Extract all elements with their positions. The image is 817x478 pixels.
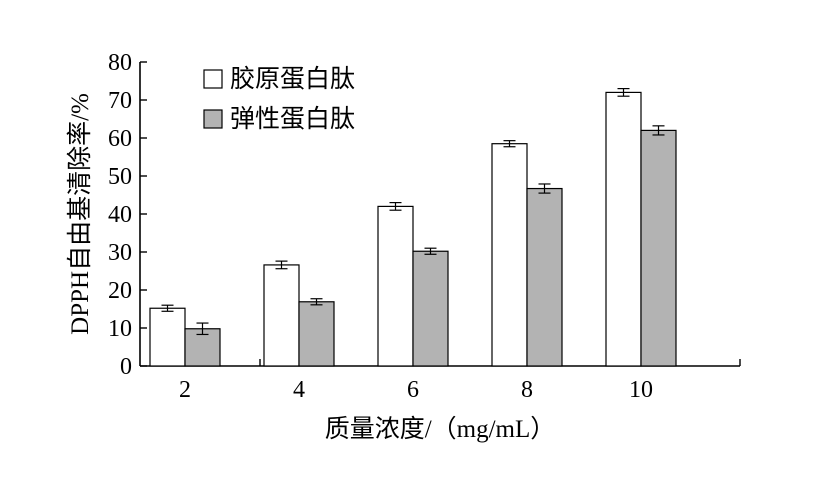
- bar: [640, 129, 677, 367]
- bar: [377, 205, 414, 367]
- y-tick-label: 60: [108, 126, 132, 152]
- bar: [526, 187, 563, 367]
- x-tick-label: 6: [407, 377, 419, 403]
- x-tick-label: 10: [629, 377, 653, 403]
- legend-swatch: [203, 109, 223, 129]
- error-bars: [161, 87, 665, 336]
- x-tick-label: 4: [293, 377, 305, 403]
- y-axis-title: DPPH自由基清除率/%: [66, 93, 94, 335]
- bar: [412, 250, 449, 367]
- legend-swatch: [203, 69, 223, 89]
- y-tick-label: 0: [120, 354, 132, 380]
- legend-label: 弹性蛋白肽: [230, 105, 355, 133]
- y-tick-label: 50: [108, 164, 132, 190]
- bar: [149, 307, 186, 367]
- y-tick-label: 80: [108, 50, 132, 76]
- x-tick-label: 8: [521, 377, 533, 403]
- y-tick-label: 30: [108, 240, 132, 266]
- y-tick-label: 20: [108, 278, 132, 304]
- x-axis-title: 质量浓度/（mg/mL）: [325, 415, 556, 443]
- bar: [298, 301, 335, 367]
- y-tick-label: 70: [108, 88, 132, 114]
- bar: [491, 143, 528, 367]
- legend-label: 胶原蛋白肽: [230, 65, 355, 93]
- bar: [263, 264, 300, 367]
- bar: [605, 91, 642, 367]
- bars: [149, 91, 677, 367]
- y-tick-label: 10: [108, 316, 132, 342]
- x-tick-label: 2: [179, 377, 191, 403]
- y-tick-label: 40: [108, 202, 132, 228]
- y-ticks: 0 10 20 30 40 50 60 70 80: [108, 50, 147, 380]
